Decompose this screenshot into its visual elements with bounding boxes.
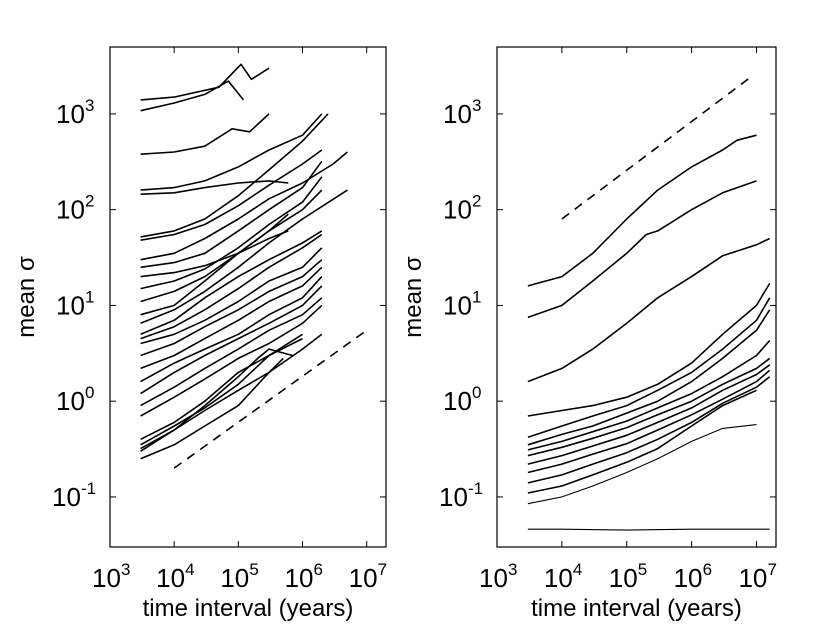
left-series-line-s8 [140,151,348,261]
left-series-line-s6 [140,113,329,238]
left-ytick-label: 10 [56,290,85,320]
left-series-line-s9 [140,160,323,269]
right-ytick-exponent: -1 [468,479,483,498]
right-series-line-r2 [527,180,757,319]
right-reference-dashed-line [561,76,751,220]
left-x-axis-label: time interval (years) [143,595,354,622]
left-plot-area [140,63,368,469]
left-series-line-s17 [140,247,323,345]
right-xtick-exponent: 6 [703,560,712,579]
left-y-axis-label: mean σ [13,256,40,338]
right-xtick-exponent: 5 [638,560,647,579]
left-series-line-s27 [140,348,293,450]
left-xtick-exponent: 7 [378,560,387,579]
right-series-line-r10 [527,369,771,474]
right-xtick-label: 10 [738,563,767,593]
right-series-line-r9 [527,364,771,465]
right-series-line-r3 [527,237,771,383]
left-ytick-label: 10 [56,99,85,129]
right-xtick-label: 10 [609,563,638,593]
left-plot-frame [109,46,387,548]
right-xtick-exponent: 3 [508,560,517,579]
right-plot-area [527,76,771,531]
right-ytick-exponent: 1 [472,287,481,306]
left-xtick-exponent: 4 [185,560,194,579]
right-xtick-label: 10 [479,563,508,593]
right-series-line-r8 [527,357,771,457]
left-ytick-exponent: -1 [81,479,96,498]
left-xtick-label: 10 [285,563,314,593]
left-series-line-s20 [140,276,323,383]
left-ytick-label: 10 [52,482,81,512]
right-ytick-exponent: 0 [472,383,481,402]
left-xtick-exponent: 6 [314,560,323,579]
right-xtick-label: 10 [674,563,703,593]
right-series-line-r12 [527,389,757,494]
left-ytick-exponent: 3 [85,96,94,115]
right-y-axis-label: mean σ [400,256,427,338]
right-xtick-label: 10 [544,563,573,593]
left-series-line-s22 [140,297,323,407]
left-series-line-s26 [140,357,284,460]
left-series-line-s15 [140,230,323,336]
left-ytick-label: 10 [56,386,85,416]
left-series-line-s7 [140,149,323,241]
right-series-line-r1 [527,134,757,287]
left-xtick-label: 10 [92,563,121,593]
right-series-line-r7 [527,339,771,451]
left-series-line-s28 [140,337,303,446]
right-series-line-r6 [527,309,771,446]
left-series-line-s5 [140,180,289,195]
right-ytick-label: 10 [443,99,472,129]
right-plot-frame [496,46,777,548]
left-series-line-s3 [140,113,270,155]
right-series-line-r14 [527,528,770,531]
left-series-line-s11 [140,176,323,290]
left-xtick-label: 10 [156,563,185,593]
left-ytick-exponent: 2 [85,192,94,211]
left-series-line-s4 [140,113,323,191]
left-series-line-s2 [140,80,245,112]
left-series-line-s23 [140,304,323,417]
left-series-line-s1 [140,63,270,101]
right-ytick-label: 10 [439,482,468,512]
right-ytick-label: 10 [443,195,472,225]
right-xtick-exponent: 4 [573,560,582,579]
left-ytick-exponent: 0 [85,383,94,402]
left-series-line-s21 [140,285,323,395]
left-ytick-label: 10 [56,195,85,225]
left-reference-dashed-line [173,329,368,469]
right-ytick-label: 10 [443,386,472,416]
left-series-line-s16 [140,233,323,340]
left-xtick-exponent: 5 [249,560,258,579]
right-series-line-r5 [527,297,771,439]
right-series-line-r4 [527,282,771,417]
right-series-line-r13 [527,424,757,505]
right-xtick-exponent: 7 [767,560,776,579]
left-series-line-s19 [140,266,323,370]
right-x-axis-label: time interval (years) [531,595,742,622]
left-series-line-s10 [140,230,289,278]
left-xtick-exponent: 3 [121,560,130,579]
left-series-line-s18 [140,259,323,357]
right-ytick-exponent: 2 [472,192,481,211]
left-xtick-label: 10 [349,563,378,593]
left-ytick-exponent: 1 [85,287,94,306]
left-series-line-s13 [140,213,289,316]
left-series-line-s14 [140,189,348,325]
left-xtick-label: 10 [220,563,249,593]
right-series-line-r11 [527,376,771,484]
right-ytick-exponent: 3 [472,96,481,115]
right-ytick-label: 10 [443,290,472,320]
